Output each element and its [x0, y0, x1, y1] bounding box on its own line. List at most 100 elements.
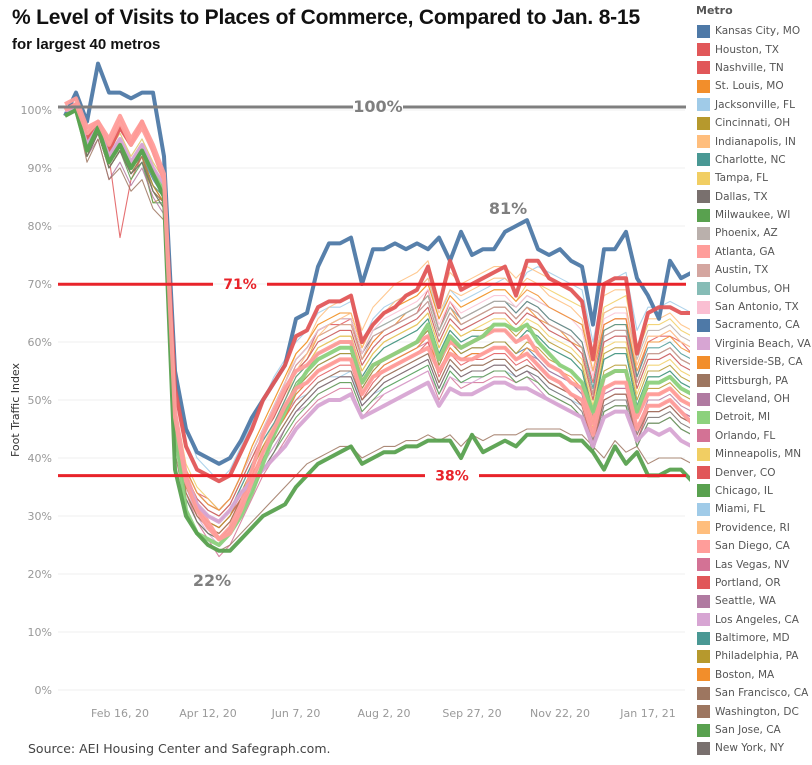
legend-item-san-jose-ca[interactable]: San Jose, CA [693, 721, 812, 739]
legend-title: Metro [696, 4, 733, 17]
legend-item-las-vegas-nv[interactable]: Las Vegas, NV [693, 555, 812, 573]
legend-label: Denver, CO [715, 466, 776, 479]
legend-item-sacramento-ca[interactable]: Sacramento, CA [693, 316, 812, 334]
legend-label: Kansas City, MO [715, 25, 801, 38]
x-tick-label: Apr 12, 20 [179, 707, 237, 720]
legend-item-washington-dc[interactable]: Washington, DC [693, 702, 812, 720]
legend-swatch [697, 79, 710, 93]
y-axis: 0% 10% 20% 30% 40% 50% 60% 70% 80% 90% 100% [21, 104, 52, 697]
legend-swatch [697, 594, 710, 608]
legend-items: Kansas City, MO Houston, TX Nashville, TN S… [693, 22, 812, 758]
legend-item-minneapolis-mn[interactable]: Minneapolis, MN [693, 445, 812, 463]
legend-label: New York, NY [715, 742, 785, 755]
legend-swatch [697, 613, 710, 627]
legend-item-phoenix-az[interactable]: Phoenix, AZ [693, 224, 812, 242]
legend-item-columbus-oh[interactable]: Columbus, OH [693, 279, 812, 297]
legend-label: Philadelphia, PA [715, 650, 799, 663]
legend: Metro Kansas City, MO Houston, TX Nashvill… [693, 2, 812, 758]
legend-swatch [697, 723, 710, 737]
legend-swatch [697, 484, 710, 498]
legend-item-boston-ma[interactable]: Boston, MA [693, 666, 812, 684]
legend-label: Riverside-SB, CA [715, 356, 803, 369]
legend-item-indianapolis-in[interactable]: Indianapolis, IN [693, 132, 812, 150]
legend-item-milwaukee-wi[interactable]: Milwaukee, WI [693, 206, 812, 224]
y-tick-label: 50% [28, 394, 52, 407]
legend-swatch [697, 208, 710, 222]
y-tick-label: 60% [28, 336, 52, 349]
y-tick-label: 90% [28, 162, 52, 175]
legend-label: Phoenix, AZ [715, 227, 778, 240]
legend-item-denver-co[interactable]: Denver, CO [693, 463, 812, 481]
x-tick-label: Jun 7, 20 [271, 707, 321, 720]
y-tick-label: 70% [28, 278, 52, 291]
legend-swatch [697, 429, 710, 443]
legend-item-seattle-wa[interactable]: Seattle, WA [693, 592, 812, 610]
legend-label: Miami, FL [715, 503, 766, 516]
series-line-san-diego-ca[interactable] [64, 102, 690, 542]
legend-item-miami-fl[interactable]: Miami, FL [693, 500, 812, 518]
legend-label: San Antonio, TX [715, 301, 799, 314]
legend-item-tampa-fl[interactable]: Tampa, FL [693, 169, 812, 187]
legend-item-orlando-fl[interactable]: Orlando, FL [693, 427, 812, 445]
legend-item-virginia-beach-va[interactable]: Virginia Beach, VA [693, 335, 812, 353]
legend-item-jacksonville-fl[interactable]: Jacksonville, FL [693, 96, 812, 114]
legend-label: Providence, RI [715, 521, 790, 534]
legend-item-detroit-mi[interactable]: Detroit, MI [693, 408, 812, 426]
legend-item-cleveland-oh[interactable]: Cleveland, OH [693, 390, 812, 408]
x-tick-label: Sep 27, 20 [442, 707, 501, 720]
legend-item-atlanta-ga[interactable]: Atlanta, GA [693, 243, 812, 261]
legend-label: Austin, TX [715, 264, 769, 277]
legend-item-riverside-sb-ca[interactable]: Riverside-SB, CA [693, 353, 812, 371]
legend-item-houston-tx[interactable]: Houston, TX [693, 40, 812, 58]
legend-item-pittsburgh-pa[interactable]: Pittsburgh, PA [693, 371, 812, 389]
legend-item-dallas-tx[interactable]: Dallas, TX [693, 188, 812, 206]
y-axis-label: Foot Traffic Index [9, 363, 22, 458]
chart-subtitle: for largest 40 metros [12, 36, 161, 53]
legend-label: Washington, DC [715, 705, 799, 718]
legend-swatch [697, 466, 710, 480]
legend-label: San Francisco, CA [715, 687, 809, 700]
legend-swatch [697, 705, 710, 719]
legend-label: Atlanta, GA [715, 245, 775, 258]
legend-item-providence-ri[interactable]: Providence, RI [693, 519, 812, 537]
legend-item-baltimore-md[interactable]: Baltimore, MD [693, 629, 812, 647]
legend-item-st-louis-mo[interactable]: St. Louis, MO [693, 77, 812, 95]
y-tick-label: 30% [28, 510, 52, 523]
legend-swatch [697, 135, 710, 149]
legend-swatch [697, 318, 710, 332]
legend-item-new-york-ny[interactable]: New York, NY [693, 739, 812, 757]
y-tick-label: 40% [28, 452, 52, 465]
legend-item-austin-tx[interactable]: Austin, TX [693, 261, 812, 279]
legend-swatch [697, 43, 710, 57]
legend-item-nashville-tn[interactable]: Nashville, TN [693, 59, 812, 77]
legend-label: Las Vegas, NV [715, 558, 790, 571]
legend-item-cincinnati-oh[interactable]: Cincinnati, OH [693, 114, 812, 132]
series-lines [63, 61, 690, 558]
legend-item-kansas-city-mo[interactable]: Kansas City, MO [693, 22, 812, 40]
legend-label: Sacramento, CA [715, 319, 800, 332]
legend-swatch [697, 502, 710, 516]
legend-swatch [697, 539, 710, 553]
legend-label: Charlotte, NC [715, 153, 786, 166]
series-line-chicago-il[interactable] [64, 108, 690, 553]
legend-label: Jacksonville, FL [715, 98, 795, 111]
chart-canvas: 0% 10% 20% 30% 40% 50% 60% 70% 80% 90% 100% Feb 16… [9, 61, 690, 720]
legend-item-san-francisco-ca[interactable]: San Francisco, CA [693, 684, 812, 702]
legend-label: Virginia Beach, VA [715, 337, 811, 350]
legend-item-los-angeles-ca[interactable]: Los Angeles, CA [693, 611, 812, 629]
legend-swatch [697, 263, 710, 277]
legend-label: Houston, TX [715, 43, 779, 56]
legend-item-san-antonio-tx[interactable]: San Antonio, TX [693, 298, 812, 316]
legend-item-charlotte-nc[interactable]: Charlotte, NC [693, 151, 812, 169]
legend-swatch [697, 741, 710, 755]
legend-item-san-diego-ca[interactable]: San Diego, CA [693, 537, 812, 555]
legend-item-portland-or[interactable]: Portland, OR [693, 574, 812, 592]
y-tick-label: 100% [21, 104, 52, 117]
legend-label: Chicago, IL [715, 484, 773, 497]
x-tick-label: Feb 16, 20 [91, 707, 149, 720]
legend-label: Columbus, OH [715, 282, 791, 295]
legend-item-chicago-il[interactable]: Chicago, IL [693, 482, 812, 500]
legend-item-philadelphia-pa[interactable]: Philadelphia, PA [693, 647, 812, 665]
annotations: 81% 22% [193, 199, 527, 590]
legend-swatch [697, 374, 710, 388]
